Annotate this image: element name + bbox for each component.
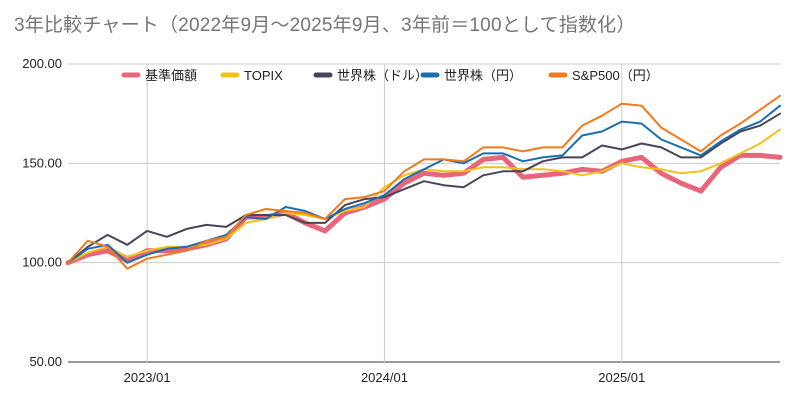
x-tick-label: 2023/01: [124, 370, 171, 385]
legend-label-0: 基準価額: [145, 68, 197, 83]
x-tick-label: 2025/01: [598, 370, 645, 385]
y-tick-label: 150.00: [22, 155, 62, 170]
series-line-2: [67, 112, 781, 264]
grid-lines: [68, 63, 780, 363]
legend-label-3: 世界株（円）: [444, 68, 522, 83]
series-line-0: [65, 152, 783, 266]
series-line-3: [67, 104, 781, 264]
series-lines: [65, 94, 783, 270]
chart-title: 3年比較チャート（2022年9月～2025年9月、3年前＝100として指数化）: [14, 15, 636, 36]
legend-label-2: 世界株（ドル）: [337, 68, 428, 83]
legend-label-1: TOPIX: [244, 68, 283, 83]
plot-area: [68, 64, 780, 362]
y-tick-label: 200.00: [22, 56, 62, 71]
y-tick-label: 50.00: [29, 354, 62, 369]
series-line-4: [67, 94, 781, 270]
x-tick-label: 2024/01: [361, 370, 408, 385]
legend-label-4: S&P500（円）: [572, 68, 659, 83]
y-tick-label: 100.00: [22, 255, 62, 270]
axis-labels: 50.00 100.00 150.00 200.00 2023/01 2024/01 202…: [22, 56, 645, 385]
legend: 基準価額 TOPIX 世界株（ドル） 世界株（円） S&P500（円）: [121, 68, 659, 83]
